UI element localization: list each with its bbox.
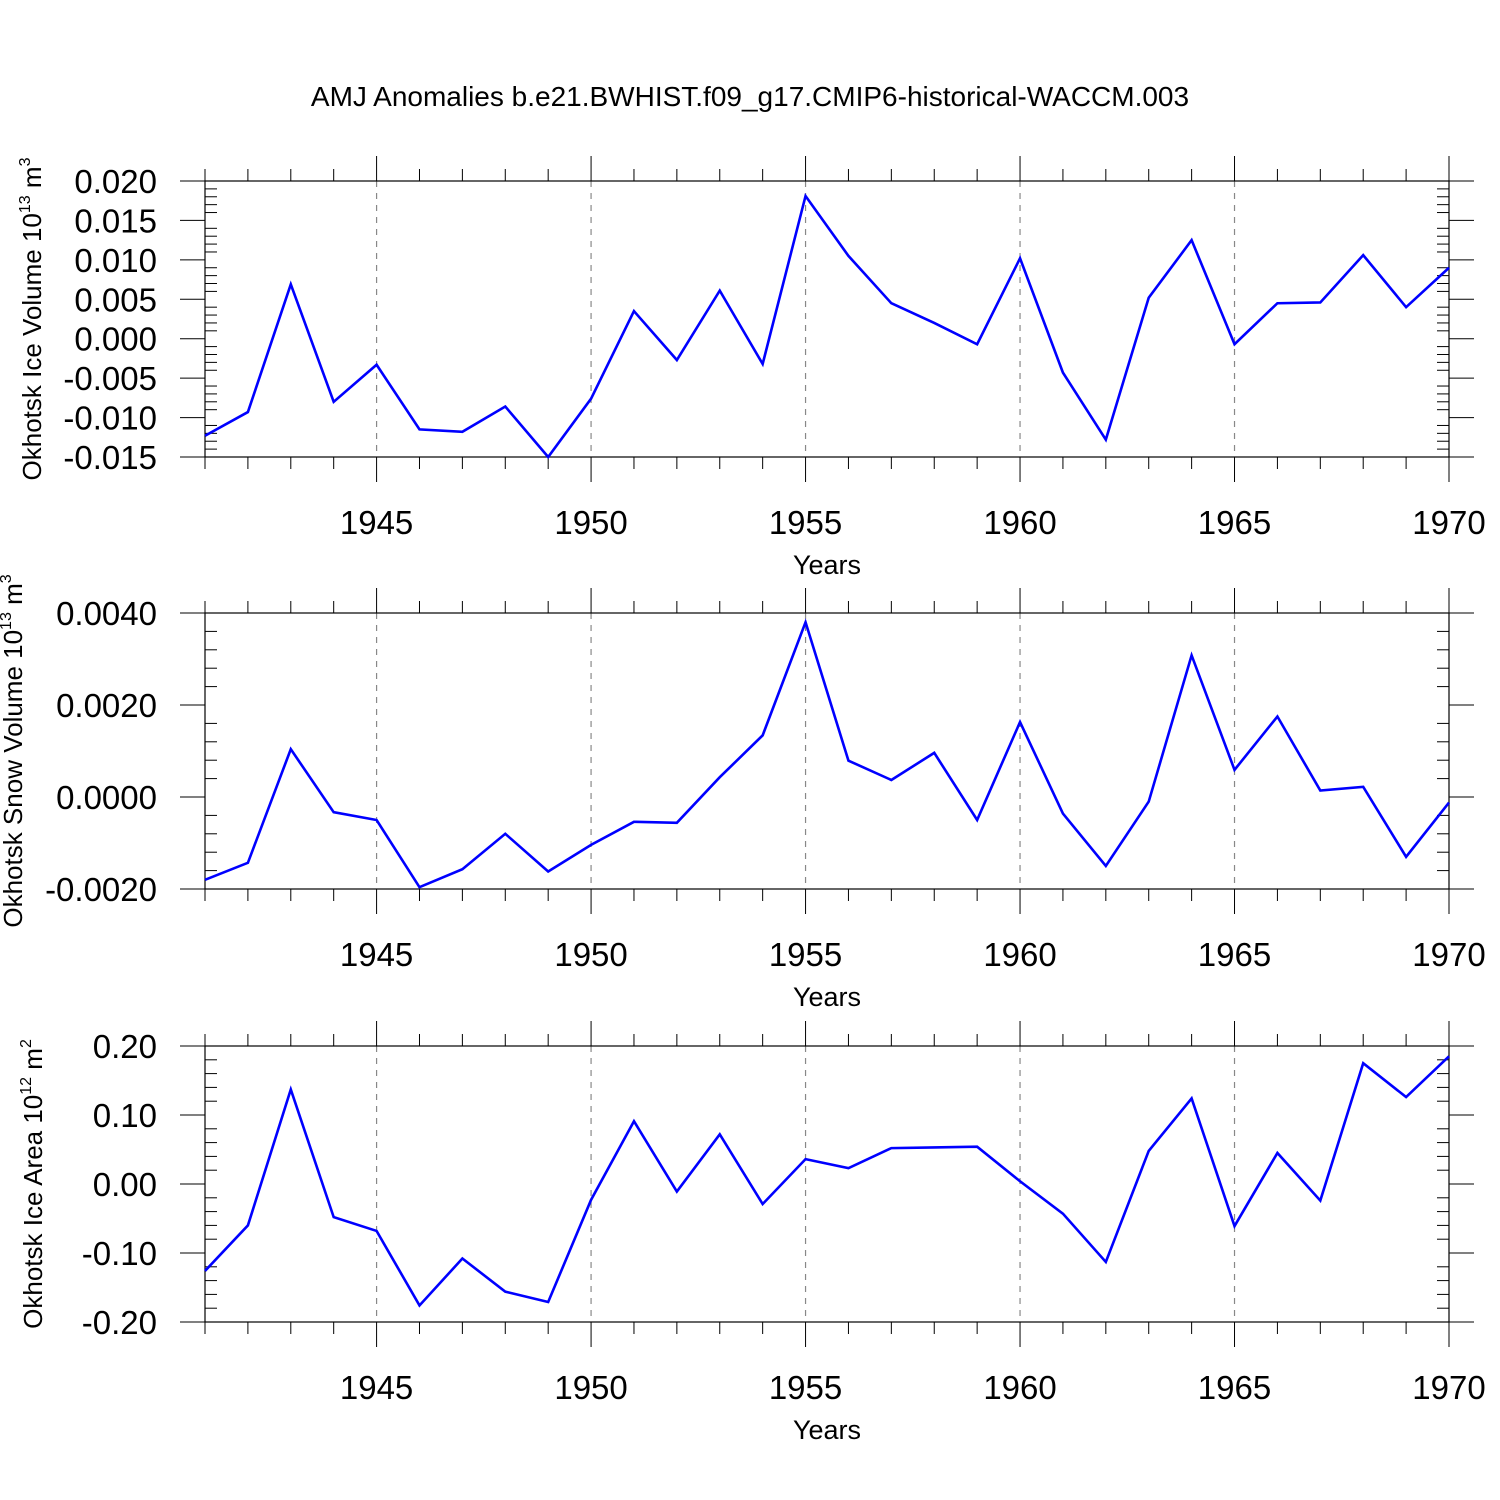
x-tick-label: 1965 — [1198, 936, 1271, 973]
x-tick-label: 1960 — [983, 1369, 1056, 1406]
y-tick-label: 0.0020 — [56, 687, 157, 724]
x-tick-label: 1965 — [1198, 504, 1271, 541]
series-line — [204, 192, 1450, 460]
x-tick-label: 1970 — [1412, 936, 1485, 973]
y-tick-label: 0.20 — [93, 1028, 157, 1065]
x-tick-label: 1945 — [340, 504, 413, 541]
x-tick-label: 1950 — [554, 504, 627, 541]
x-tick-label: 1960 — [983, 504, 1056, 541]
x-axis-label: Years — [793, 1415, 861, 1445]
y-tick-label: 0.0000 — [56, 779, 157, 816]
y-axis-label: Okhotsk Ice Volume 1013 m3 — [17, 157, 47, 480]
x-tick-label: 1950 — [554, 1369, 627, 1406]
y-tick-label: -0.005 — [63, 360, 157, 397]
y-tick-label: 0.015 — [74, 202, 157, 239]
x-axis-label: Years — [793, 550, 861, 580]
y-tick-label: 0.020 — [74, 163, 157, 200]
series-line — [204, 1055, 1450, 1308]
panel-1: -0.015-0.010-0.0050.0000.0050.0100.0150.… — [17, 156, 1486, 580]
x-tick-label: 1955 — [769, 1369, 842, 1406]
y-tick-label: 0.000 — [74, 321, 157, 358]
panel-2: -0.0020 0.0000 0.0020 0.0040 1945 1950 1955 196… — [0, 574, 1486, 1012]
plot-frame — [204, 180, 1450, 458]
y-axis-label: Okhotsk Snow Volume 1013 m3 — [0, 574, 28, 927]
y-tick-label: -0.0020 — [45, 871, 157, 908]
x-tick-label: 1970 — [1412, 1369, 1485, 1406]
y-tick-label: 0.0040 — [56, 595, 157, 632]
y-tick-label: -0.20 — [82, 1304, 157, 1341]
x-tick-label: 1945 — [340, 1369, 413, 1406]
panels-container: -0.015-0.010-0.0050.0000.0050.0100.0150.… — [0, 156, 1486, 1445]
x-tick-label: 1965 — [1198, 1369, 1271, 1406]
y-tick-label: 0.010 — [74, 242, 157, 279]
plot-frame — [204, 612, 1450, 890]
y-axis-label: Okhotsk Ice Area 1012 m2 — [18, 1039, 48, 1329]
x-tick-label: 1955 — [769, 504, 842, 541]
y-tick-label: -0.010 — [63, 400, 157, 437]
series-line — [204, 618, 1451, 889]
figure-title: AMJ Anomalies b.e21.BWHIST.f09_g17.CMIP6… — [311, 81, 1189, 112]
x-tick-label: 1950 — [554, 936, 627, 973]
y-tick-label: 0.005 — [74, 281, 157, 318]
x-tick-label: 1945 — [340, 936, 413, 973]
x-tick-label: 1960 — [983, 936, 1056, 973]
y-tick-label: -0.10 — [82, 1235, 157, 1272]
y-tick-label: 0.00 — [93, 1166, 157, 1203]
panel-3: -0.20 -0.10 0.00 0.10 0.20 1945 1950 1955 1960 19… — [18, 1021, 1486, 1445]
plot-frame — [204, 1045, 1450, 1323]
x-tick-label: 1970 — [1412, 504, 1485, 541]
x-axis-label: Years — [793, 982, 861, 1012]
x-tick-label: 1955 — [769, 936, 842, 973]
y-tick-label: 0.10 — [93, 1097, 157, 1134]
y-tick-label: -0.015 — [63, 439, 157, 476]
